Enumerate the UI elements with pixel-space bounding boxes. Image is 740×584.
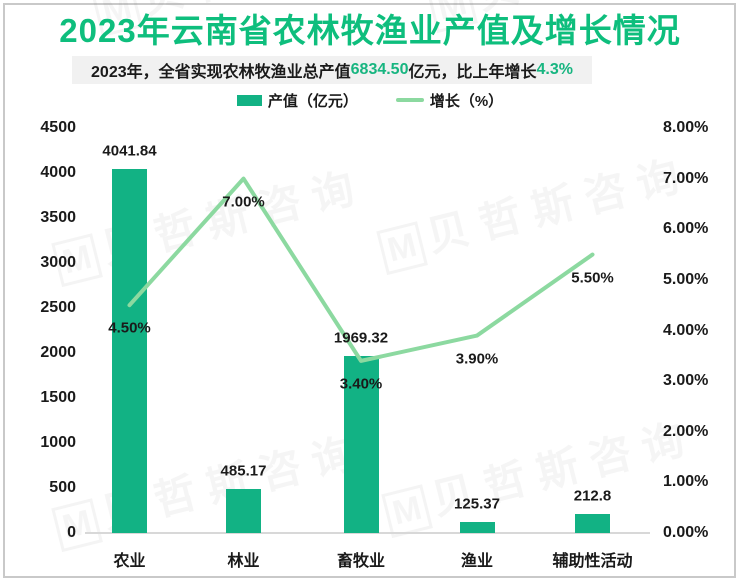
bar-辅助性活动 — [575, 513, 610, 533]
chart-title: 2023年云南省农林牧渔业产值及增长情况 — [59, 12, 681, 49]
bar-series-swatch-icon — [236, 94, 262, 106]
left-axis-tick-label: 4500 — [40, 119, 76, 136]
line-series-swatch-icon — [395, 98, 424, 102]
line-value-label: 4.50% — [108, 319, 151, 337]
right-axis-tick-label: 1.00% — [663, 473, 709, 491]
right-axis-tick-label: 4.00% — [663, 321, 709, 339]
left-axis-tick-label: 2000 — [40, 344, 76, 361]
line-value-label: 3.40% — [339, 375, 383, 393]
bar-value-label: 212.8 — [573, 487, 612, 505]
legend-line-label: 增长（%） — [429, 92, 504, 110]
right-axis-tick-label: 7.00% — [663, 169, 709, 187]
legend: 产值（亿元） 增长（%） — [0, 90, 740, 110]
category-label-林业: 林业 — [227, 553, 260, 570]
legend-item-output-value: 产值（亿元） — [236, 90, 358, 111]
bar-value-label: 125.37 — [454, 495, 500, 513]
bar-农业 — [112, 169, 147, 533]
left-axis-tick-label: 3000 — [40, 254, 76, 271]
right-axis-tick-label: 0.00% — [663, 524, 709, 541]
category-label-畜牧业: 畜牧业 — [336, 553, 386, 570]
right-axis-tick-label: 2.00% — [663, 422, 709, 440]
bar-value-label: 485.17 — [220, 462, 267, 480]
subtitle-text-2: 亿元，比上年增长 — [408, 64, 537, 81]
bar-value-label: 1969.32 — [333, 329, 389, 347]
left-axis-tick-label: 0 — [67, 524, 76, 541]
legend-bar-label: 产值（亿元） — [267, 92, 358, 110]
line-value-label: 5.50% — [571, 269, 614, 287]
category-label-辅助性活动: 辅助性活动 — [552, 553, 633, 570]
line-value-label: 3.90% — [455, 350, 499, 368]
left-axis-tick-label: 3500 — [40, 209, 76, 226]
legend-item-growth: 增长（%） — [395, 90, 504, 111]
left-axis-tick-label: 2500 — [40, 299, 76, 316]
left-axis-tick-label: 4000 — [40, 164, 76, 181]
x-axis-line — [85, 532, 650, 534]
category-label-渔业: 渔业 — [460, 553, 494, 570]
category-label-农业: 农业 — [113, 553, 146, 570]
right-axis-tick-label: 3.00% — [663, 372, 709, 390]
subtitle-total-value: 6834.50 — [350, 61, 409, 78]
subtitle-text-1: 2023年，全省实现农林牧渔业总产值 — [91, 64, 351, 81]
bar-渔业 — [459, 521, 495, 533]
subtitle-growth-value: 4.3% — [536, 61, 573, 78]
subtitle-banner: 2023年，全省实现农林牧渔业总产值 6834.50 亿元，比上年增长 4.3% — [72, 56, 592, 84]
bar-畜牧业 — [343, 355, 379, 533]
bar-林业 — [226, 489, 261, 533]
line-value-label: 7.00% — [222, 193, 265, 211]
left-axis-tick-label: 1000 — [40, 434, 76, 451]
right-axis-tick-label: 5.00% — [663, 270, 709, 288]
right-axis-tick-label: 8.00% — [663, 119, 709, 136]
bar-value-label: 4041.84 — [102, 142, 157, 160]
left-axis-tick-label: 1500 — [40, 389, 76, 406]
right-axis-tick-label: 6.00% — [663, 220, 709, 238]
left-axis-tick-label: 500 — [49, 479, 76, 496]
